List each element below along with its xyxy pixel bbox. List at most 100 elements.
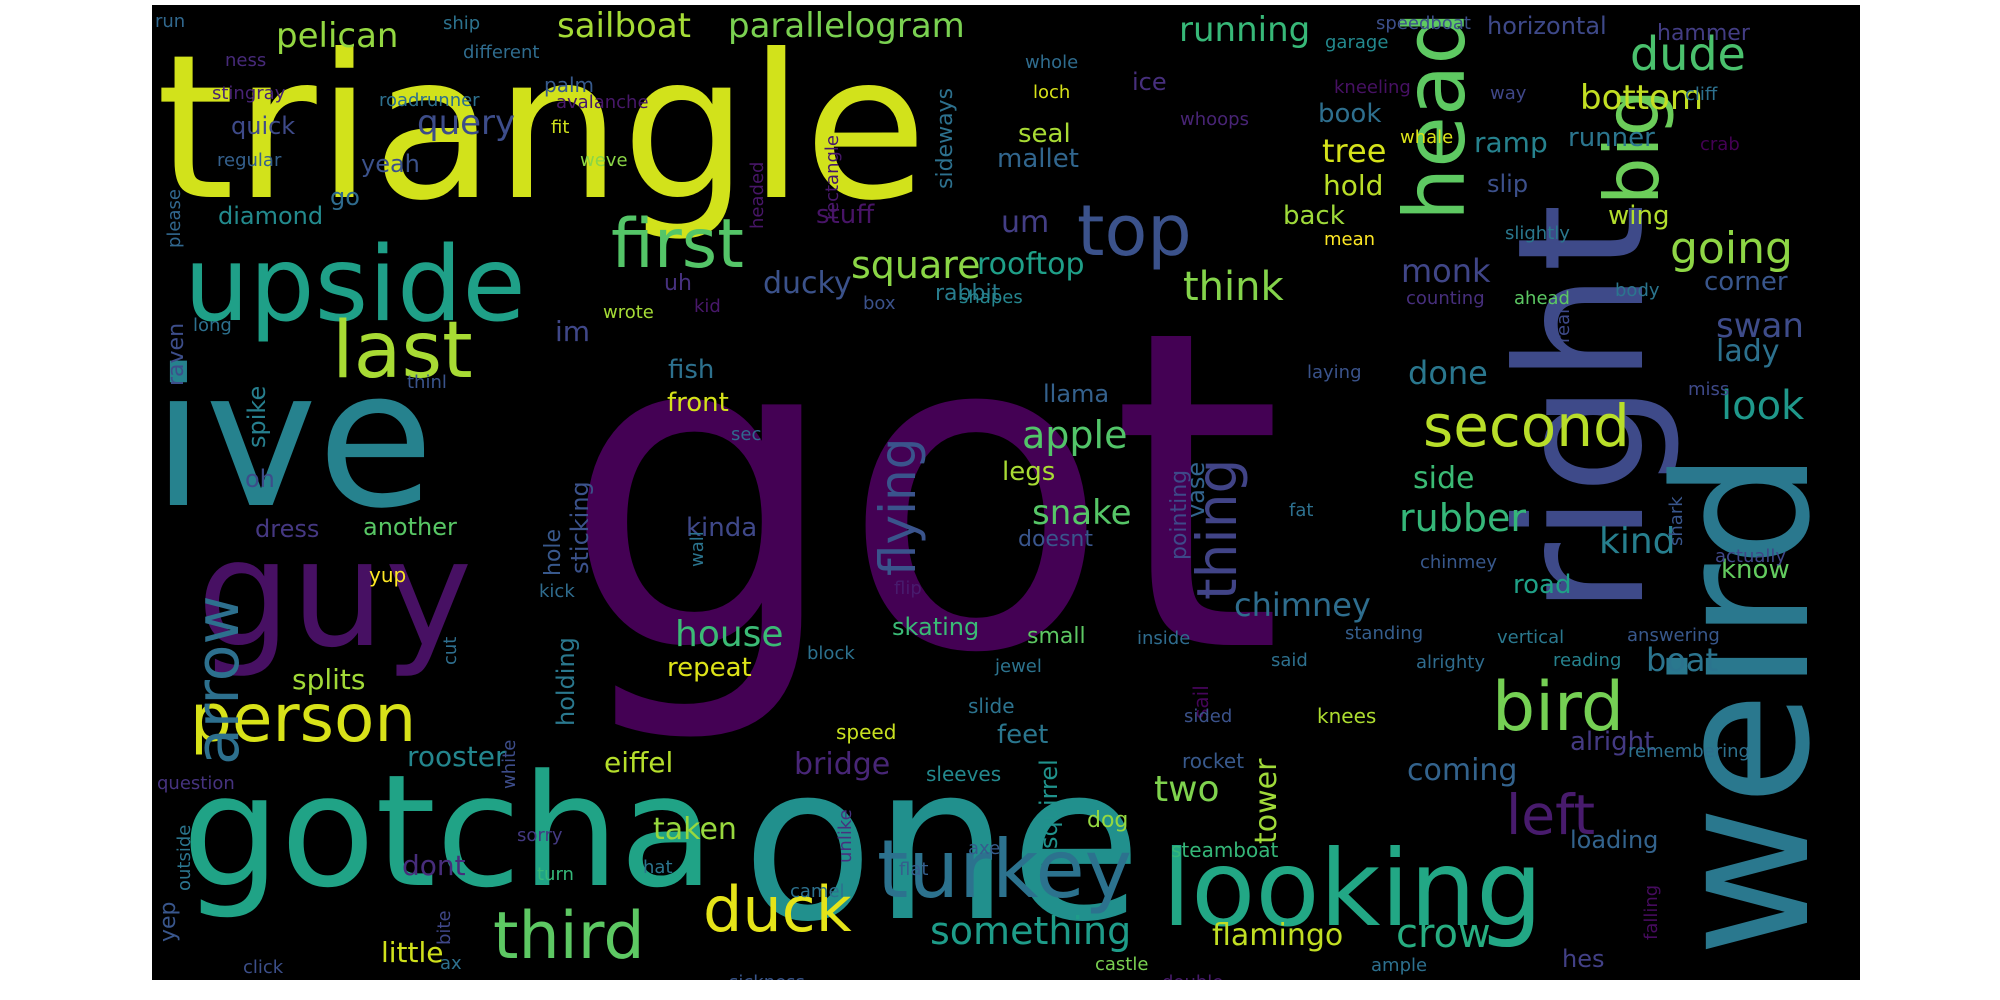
word-small: small <box>1027 624 1086 649</box>
word-think: think <box>1183 264 1285 310</box>
word-alright: alright <box>1570 727 1654 757</box>
word-bird: bird <box>1492 668 1624 747</box>
word-jewel: jewel <box>994 656 1042 677</box>
word-snake: snake <box>1032 493 1132 533</box>
word-fat: fat <box>1289 500 1313 521</box>
word-pointing: pointing <box>1167 470 1192 560</box>
word-question: question <box>157 773 235 794</box>
word-way: way <box>1490 83 1527 104</box>
word-steamboat: steamboat <box>1171 838 1278 862</box>
word-remembering: remembering <box>1628 741 1750 762</box>
word-slip: slip <box>1487 170 1528 198</box>
word-two: two <box>1154 769 1220 810</box>
word-axe: axe <box>968 838 1000 859</box>
word-oh: oh <box>245 465 275 493</box>
word-regular: regular <box>217 150 282 171</box>
word-llama: llama <box>1043 380 1109 408</box>
word-run: run <box>155 11 185 32</box>
word-cliff: cliff <box>1685 84 1718 105</box>
word-rubber: rubber <box>1399 496 1526 540</box>
word-chinmey: chinmey <box>1420 552 1497 573</box>
word-little: little <box>381 936 444 969</box>
word-diamond: diamond <box>218 202 323 230</box>
word-roadrunner: roadrunner <box>379 90 480 111</box>
word-please: please <box>164 189 185 248</box>
word-flat: flat <box>899 859 928 880</box>
word-hat: hat <box>643 857 673 878</box>
word-flying: flying <box>869 438 927 576</box>
word-dress: dress <box>255 515 319 543</box>
word-left: left <box>1506 783 1595 847</box>
word-alrighty: alrighty <box>1416 652 1485 673</box>
word-crab: crab <box>1700 134 1740 155</box>
word-apple: apple <box>1022 413 1127 457</box>
word-dont: dont <box>402 849 466 882</box>
word-rectangle: rectangle <box>822 135 843 220</box>
word-book: book <box>1318 99 1381 129</box>
word-skating: skating <box>892 613 979 641</box>
word-shapes: shapes <box>959 287 1023 308</box>
word-sleeves: sleeves <box>926 762 1001 786</box>
word-house: house <box>675 614 784 655</box>
word-sailboat: sailboat <box>557 6 691 46</box>
word-turkey: turkey <box>877 823 1132 916</box>
word-um: um <box>1001 205 1049 240</box>
word-lady: lady <box>1716 334 1780 369</box>
word-feet: feet <box>997 720 1048 750</box>
word-thinl: thinl <box>407 372 447 393</box>
word-different: different <box>463 42 539 63</box>
word-got: got <box>562 237 1283 749</box>
word-ahead: ahead <box>1514 288 1570 309</box>
word-last: last <box>332 306 473 396</box>
word-cloud-background <box>152 5 1860 980</box>
word-fish: fish <box>668 355 714 385</box>
word-gotcha: gotcha <box>182 741 714 922</box>
word-triangle: triangle <box>156 12 927 245</box>
word-head: head <box>1386 11 1484 221</box>
word-whoops: whoops <box>1180 109 1249 130</box>
word-speedboat: speedboat <box>1376 13 1471 34</box>
word-mallet: mallet <box>997 144 1079 174</box>
word-yep: yep <box>156 901 181 942</box>
word-flip: flip <box>894 578 922 599</box>
word-first: first <box>611 205 744 284</box>
word-dog: dog <box>1087 808 1128 833</box>
word-dude: dude <box>1630 27 1746 81</box>
word-ness: ness <box>225 50 266 71</box>
word-stuff: stuff <box>816 200 875 230</box>
word-side: side <box>1413 461 1474 496</box>
word-flamingo: flamingo <box>1212 918 1343 953</box>
word-going: going <box>1670 223 1793 274</box>
word-mean: mean <box>1324 229 1375 250</box>
word-weve: weve <box>580 150 628 171</box>
word-ice: ice <box>1132 68 1167 96</box>
word-running: running <box>1179 10 1310 50</box>
word-ramp: ramp <box>1474 126 1548 159</box>
word-bite: bite <box>434 910 455 945</box>
word-arrow: arrow <box>183 595 253 765</box>
word-monk: monk <box>1401 252 1491 290</box>
word-loading: loading <box>1570 826 1658 854</box>
word-quick: quick <box>231 112 295 140</box>
word-upside: upside <box>184 225 526 345</box>
word-ive: ive <box>152 329 434 550</box>
word-legs: legs <box>1002 457 1055 487</box>
word-one: one <box>742 718 1142 969</box>
word-avalanche: avalanche <box>556 92 649 113</box>
word-white: white <box>499 740 520 789</box>
word-square: square <box>851 243 980 287</box>
word-falling: falling <box>1641 885 1662 940</box>
word-hold: hold <box>1323 169 1383 202</box>
word-long: long <box>193 315 232 336</box>
word-ample: ample <box>1371 955 1427 976</box>
word-big: big <box>1588 89 1676 205</box>
word-query: query <box>417 103 515 143</box>
word-squirrel: squirrel <box>1035 759 1063 849</box>
word-swan: swan <box>1716 306 1804 346</box>
word-outside: outside <box>174 825 195 891</box>
word-runner: runner <box>1568 123 1655 153</box>
word-taken: taken <box>653 812 737 847</box>
word-top: top <box>1077 190 1192 272</box>
word-rooster: rooster <box>407 740 507 773</box>
